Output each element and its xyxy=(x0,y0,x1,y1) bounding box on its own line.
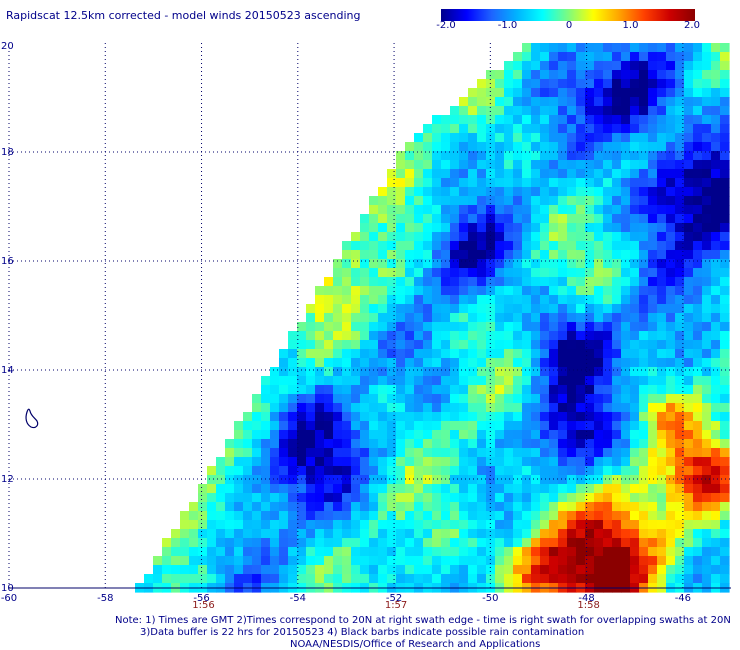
latitude-labels: 10 12 14 16 18 20 xyxy=(1,41,14,594)
time-labels: 1:56 1:57 1:58 xyxy=(192,600,600,611)
colorbar-tick-label: 0 xyxy=(565,20,573,31)
longitude-labels: -60 -58 -56 -54 -52 -50 -48 -46 xyxy=(1,593,691,604)
note-line-1: Note: 1) Times are GMT 2)Times correspon… xyxy=(115,615,731,626)
longitude-label: -56 xyxy=(193,593,209,604)
colorbar-tick-label: -2.0 xyxy=(436,20,456,31)
longitude-label: -48 xyxy=(578,593,594,604)
swath-cells xyxy=(135,43,730,593)
longitude-label: -46 xyxy=(675,593,691,604)
longitude-label: -60 xyxy=(1,593,17,604)
map-title: Rapidscat 12.5km corrected - model winds… xyxy=(6,9,361,22)
latitude-label: 12 xyxy=(1,474,14,485)
colorbar-tick-label: 1.0 xyxy=(622,20,639,31)
longitude-label: -54 xyxy=(290,593,306,604)
lat-lon-grid xyxy=(9,43,731,588)
longitude-label: -50 xyxy=(482,593,498,604)
colorbar-tick-label: -1.0 xyxy=(497,20,518,31)
time-label: 1:56 xyxy=(192,600,214,611)
longitude-label: -52 xyxy=(386,593,402,604)
time-label: 1:57 xyxy=(385,600,407,611)
map-frame xyxy=(8,43,731,589)
longitude-label: -58 xyxy=(97,593,113,604)
colorbar-gradient xyxy=(441,9,695,21)
note-line-3: NOAA/NESDIS/Office of Research and Appli… xyxy=(290,639,541,650)
latitude-label: 10 xyxy=(1,583,14,594)
latitude-label: 16 xyxy=(1,256,14,267)
latitude-label: 20 xyxy=(1,41,14,52)
colorbar-tick-label: 2.0 xyxy=(684,20,700,31)
note-line-2: 3)Data buffer is 22 hrs for 20150523 4) … xyxy=(140,627,585,638)
latitude-label: 18 xyxy=(1,147,14,158)
island-outline-icon xyxy=(25,408,39,429)
latitude-label: 14 xyxy=(1,365,14,376)
time-label: 1:58 xyxy=(577,600,599,611)
colorbar xyxy=(441,9,695,21)
